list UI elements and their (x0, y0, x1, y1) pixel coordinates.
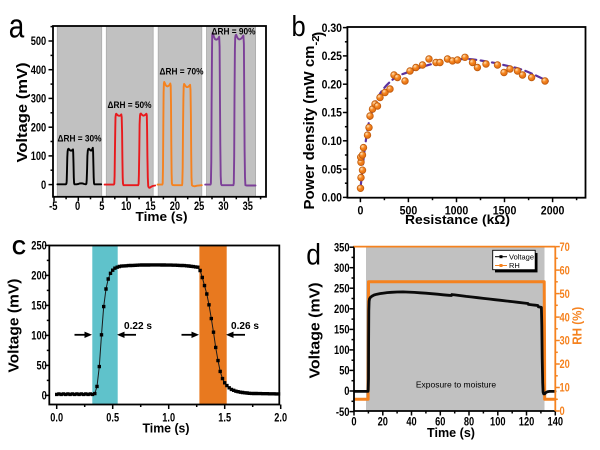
svg-text:250: 250 (31, 241, 47, 253)
svg-text:0.05: 0.05 (322, 164, 343, 176)
svg-text:20: 20 (378, 417, 388, 429)
svg-text:20: 20 (170, 201, 180, 213)
svg-text:RH (%): RH (%) (570, 307, 585, 345)
svg-text:70: 70 (560, 242, 570, 254)
svg-text:ΔRH = 70%: ΔRH = 70% (160, 67, 204, 78)
svg-text:-2: -2 (311, 35, 322, 45)
svg-text:500: 500 (31, 36, 47, 48)
svg-text:5: 5 (99, 201, 105, 213)
svg-text:0: 0 (41, 180, 46, 192)
svg-text:30: 30 (560, 336, 570, 348)
svg-text:C: C (12, 237, 26, 260)
svg-text:300: 300 (31, 94, 47, 106)
svg-text:150: 150 (31, 301, 47, 313)
svg-text:50: 50 (339, 366, 349, 378)
svg-text:100: 100 (490, 417, 506, 429)
svg-text:ΔRH = 90%: ΔRH = 90% (212, 27, 256, 38)
svg-text:100: 100 (334, 345, 350, 357)
svg-text:35: 35 (243, 201, 254, 213)
svg-text:400: 400 (31, 65, 47, 77)
svg-text:0.0: 0.0 (50, 413, 63, 425)
svg-text:50: 50 (37, 361, 47, 373)
svg-text:40: 40 (560, 312, 570, 324)
svg-text:1500: 1500 (493, 206, 517, 218)
svg-text:120: 120 (519, 417, 535, 429)
svg-text:200: 200 (31, 271, 47, 283)
svg-text:2000: 2000 (541, 206, 565, 218)
svg-text:300: 300 (334, 263, 350, 275)
svg-text:-50: -50 (336, 407, 350, 419)
svg-text:500: 500 (400, 206, 418, 218)
svg-text:0.22 s: 0.22 s (124, 320, 152, 332)
svg-text:0.25: 0.25 (322, 51, 343, 63)
svg-text:150: 150 (334, 325, 350, 337)
svg-text:1000: 1000 (445, 206, 469, 218)
svg-text:200: 200 (31, 122, 47, 134)
svg-text:40: 40 (406, 417, 416, 429)
svg-text:RH: RH (509, 261, 520, 270)
svg-text:0.5: 0.5 (106, 413, 119, 425)
svg-text:0: 0 (75, 201, 80, 213)
svg-text:0.10: 0.10 (322, 136, 342, 148)
svg-text:140: 140 (548, 417, 564, 429)
svg-text:100: 100 (31, 151, 47, 163)
svg-text:): ) (311, 32, 327, 37)
svg-text:0.20: 0.20 (322, 79, 342, 91)
svg-text:ΔRH = 50%: ΔRH = 50% (108, 100, 152, 111)
svg-text:20: 20 (560, 359, 570, 371)
svg-text:80: 80 (464, 417, 474, 429)
svg-text:10: 10 (121, 201, 131, 213)
svg-text:2.0: 2.0 (274, 413, 287, 425)
svg-text:Time (s): Time (s) (143, 421, 190, 436)
svg-text:Time (s): Time (s) (136, 209, 188, 224)
svg-text:60: 60 (435, 417, 445, 429)
svg-text:a: a (9, 8, 25, 46)
svg-text:Voltage (mV): Voltage (mV) (15, 62, 31, 162)
svg-text:0: 0 (560, 406, 565, 418)
svg-text:Voltage (mV): Voltage (mV) (6, 278, 22, 372)
svg-text:15: 15 (145, 201, 156, 213)
svg-text:0.15: 0.15 (322, 108, 343, 120)
svg-text:350: 350 (334, 242, 350, 254)
svg-text:0.00: 0.00 (322, 193, 342, 205)
svg-text:Time (s): Time (s) (427, 425, 475, 440)
svg-text:0: 0 (42, 391, 47, 403)
svg-text:0.26 s: 0.26 s (231, 320, 259, 332)
svg-text:0: 0 (344, 386, 349, 398)
svg-text:-5: -5 (49, 201, 58, 213)
svg-text:0: 0 (351, 417, 356, 429)
svg-text:10: 10 (560, 383, 570, 395)
svg-text:ΔRH = 30%: ΔRH = 30% (58, 134, 102, 145)
svg-text:Voltage: Voltage (509, 252, 534, 261)
svg-text:d: d (306, 239, 321, 272)
svg-text:Power density (mW cm: Power density (mW cm (302, 46, 318, 210)
svg-text:250: 250 (334, 283, 350, 295)
svg-text:30: 30 (218, 201, 228, 213)
svg-text:25: 25 (194, 201, 205, 213)
svg-text:0: 0 (357, 206, 363, 218)
svg-text:0.30: 0.30 (322, 23, 342, 35)
svg-text:Resistance (kΩ): Resistance (kΩ) (405, 212, 510, 227)
svg-text:b: b (292, 11, 306, 43)
svg-text:60: 60 (560, 265, 570, 277)
svg-text:50: 50 (560, 289, 570, 301)
svg-text:200: 200 (334, 304, 350, 316)
svg-text:Exposure to moisture: Exposure to moisture (416, 380, 497, 390)
svg-text:1.5: 1.5 (218, 413, 231, 425)
svg-text:1.0: 1.0 (162, 413, 175, 425)
svg-text:100: 100 (31, 331, 47, 343)
svg-text:Voltage (mV): Voltage (mV) (308, 282, 324, 378)
